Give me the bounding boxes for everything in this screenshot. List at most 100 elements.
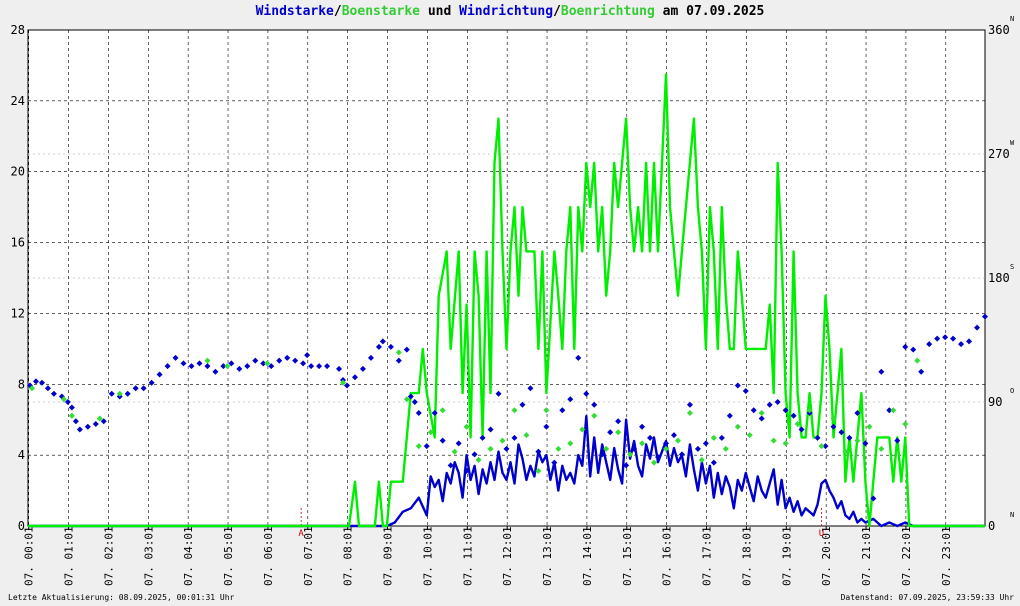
series-windrichtung-point bbox=[38, 379, 45, 386]
series-windrichtung-point bbox=[535, 448, 542, 455]
x-tick-label: 07. 10:01 bbox=[421, 526, 434, 586]
series-windrichtung-point bbox=[180, 360, 187, 367]
y-left-tick-label: 24 bbox=[11, 94, 25, 108]
series-windrichtung-point bbox=[108, 390, 115, 397]
series-windrichtung-point bbox=[72, 418, 79, 425]
series-windrichtung-point bbox=[575, 354, 582, 361]
series-windrichtung-point bbox=[124, 390, 131, 397]
series-windrichtung-point bbox=[910, 346, 917, 353]
series-boenrichtung-point bbox=[415, 443, 422, 450]
series-windrichtung-point bbox=[950, 335, 957, 342]
series-windrichtung-point bbox=[878, 368, 885, 375]
series-windrichtung-point bbox=[132, 385, 139, 392]
series-boenrichtung-point bbox=[842, 448, 849, 455]
series-windrichtung-point bbox=[782, 407, 789, 414]
x-tick-label: 07. 13:01 bbox=[541, 526, 554, 586]
series-windrichtung-point bbox=[511, 434, 518, 441]
series-boenrichtung-point bbox=[902, 421, 909, 428]
title-windrichtung: Windrichtung bbox=[459, 4, 554, 19]
series-windrichtung-point bbox=[188, 363, 195, 370]
series-boenrichtung-point bbox=[698, 456, 705, 463]
series-windrichtung-point bbox=[686, 401, 693, 408]
series-windrichtung-point bbox=[527, 385, 534, 392]
series-windrichtung-point bbox=[551, 459, 558, 466]
series-boenrichtung-point bbox=[782, 440, 789, 447]
series-windrichtung-point bbox=[44, 385, 51, 392]
series-windrichtung-point bbox=[894, 437, 901, 444]
y-right-tick-label: 90 bbox=[988, 395, 1002, 409]
y-left-tick-label: 0 bbox=[18, 519, 25, 533]
series-boenrichtung-point bbox=[674, 437, 681, 444]
x-tick-label: 07. 04:01 bbox=[182, 526, 195, 586]
series-windrichtung-point bbox=[639, 423, 646, 430]
series-windrichtung-point bbox=[830, 423, 837, 430]
y-left-tick-label: 16 bbox=[11, 236, 25, 250]
series-windrichtung-point bbox=[276, 357, 283, 364]
series-boenrichtung-point bbox=[854, 437, 861, 444]
series-boenrichtung-point bbox=[567, 440, 574, 447]
series-boenrichtung-point bbox=[116, 390, 123, 397]
series-windrichtung-point bbox=[50, 390, 57, 397]
series-windrichtung-point bbox=[503, 445, 510, 452]
series-windrichtung-point bbox=[814, 434, 821, 441]
series-windrichtung-point bbox=[718, 434, 725, 441]
series-windrichtung-point bbox=[758, 415, 765, 422]
series-windrichtung-point bbox=[100, 418, 107, 425]
series-windrichtung-point bbox=[790, 412, 797, 419]
series-boenrichtung-point bbox=[427, 429, 434, 436]
title-sep1: / bbox=[333, 4, 342, 19]
series-windrichtung-point bbox=[591, 401, 598, 408]
x-tick-label: 07. 21:01 bbox=[860, 526, 873, 586]
x-tick-label: 07. 17:01 bbox=[701, 526, 714, 586]
series-windrichtung-point bbox=[92, 421, 99, 428]
title-boenstarke: Boenstarke bbox=[341, 4, 420, 19]
series-windrichtung-point bbox=[68, 404, 75, 411]
title-sep2: / bbox=[553, 4, 561, 19]
x-tick-label: 07. 07:01 bbox=[302, 526, 315, 586]
x-tick-label: 07. 16:01 bbox=[661, 526, 674, 586]
series-boenrichtung-point bbox=[579, 426, 586, 433]
series-boenrichtung-point bbox=[639, 440, 646, 447]
series-windrichtung-point bbox=[316, 363, 323, 370]
last-update-text: Letzte Aktualisierung: 08.09.2025, 00:01… bbox=[8, 593, 235, 602]
series-boenrichtung-point bbox=[439, 407, 446, 414]
series-windrichtung-point bbox=[359, 365, 366, 372]
series-windrichtung-point bbox=[519, 401, 526, 408]
series-windrichtung-point bbox=[918, 368, 925, 375]
x-tick-label: 07. 01:01 bbox=[63, 526, 76, 586]
series-windrichtung-point bbox=[974, 324, 981, 331]
series-windrichtung-point bbox=[982, 313, 988, 320]
series-windrichtung-point bbox=[694, 445, 701, 452]
series-windrichtung-point bbox=[447, 462, 454, 469]
series-boenrichtung-point bbox=[710, 434, 717, 441]
series-boenrichtung-point bbox=[603, 445, 610, 452]
title-date: am 07.09.2025 bbox=[654, 4, 765, 19]
series-windrichtung-point bbox=[252, 357, 259, 364]
series-windrichtung-point bbox=[742, 387, 749, 394]
series-windrichtung-point bbox=[156, 371, 163, 378]
series-boenrichtung-point bbox=[535, 467, 542, 474]
series-windrichtung-point bbox=[583, 390, 590, 397]
series-windrichtung-point bbox=[415, 410, 422, 417]
series-windrichtung-point bbox=[926, 341, 933, 348]
series-windrichtung-point bbox=[344, 382, 350, 389]
sun-marker-label: U bbox=[819, 529, 824, 539]
series-windrichtung-point bbox=[58, 393, 65, 400]
series-boenrichtung-point bbox=[68, 412, 75, 419]
series-windrichtung-point bbox=[411, 399, 418, 405]
series-boenrichtung-point bbox=[686, 410, 693, 417]
series-windrichtung-point bbox=[212, 368, 219, 375]
series-windrichtung-point bbox=[750, 407, 757, 414]
compass-label: N bbox=[1010, 15, 1014, 23]
series-windrichtung-point bbox=[439, 437, 446, 444]
x-tick-label: 07. 09:01 bbox=[382, 526, 395, 586]
series-windrichtung-point bbox=[559, 407, 566, 414]
series-windrichtung-point bbox=[471, 451, 478, 458]
x-tick-label: 07. 18:01 bbox=[740, 526, 753, 586]
series-windrichtung-point bbox=[423, 443, 430, 450]
compass-label: W bbox=[1010, 139, 1015, 147]
series-windrichtung-point bbox=[495, 390, 502, 397]
y-left-tick-label: 8 bbox=[18, 377, 25, 391]
x-tick-label: 07. 11:01 bbox=[461, 526, 474, 586]
series-windrichtung-point bbox=[164, 363, 171, 370]
